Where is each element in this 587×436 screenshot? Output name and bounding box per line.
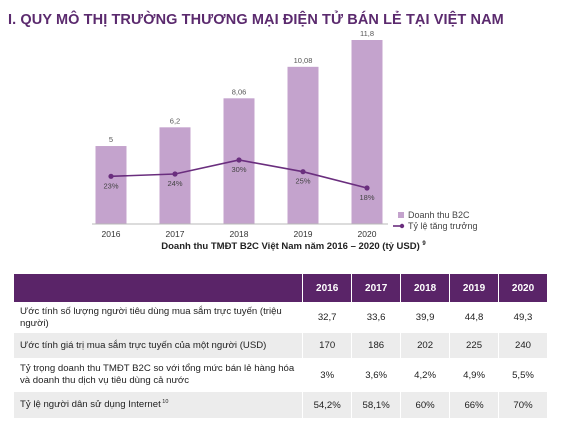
table-cell: 54,2% <box>302 392 352 418</box>
table-cell: 170 <box>302 333 352 358</box>
growth-rate-label: 25% <box>295 177 310 186</box>
x-tick-label: 2019 <box>294 229 313 239</box>
table-cell: 186 <box>351 333 401 358</box>
table-header-year: 2017 <box>351 274 401 302</box>
table-header-year: 2020 <box>498 274 547 302</box>
table-cell: 3,6% <box>351 358 401 392</box>
table-cell: 202 <box>400 333 450 358</box>
growth-rate-label: 30% <box>231 165 246 174</box>
bar-value-label: 6,2 <box>170 116 180 125</box>
growth-rate-label: 24% <box>167 179 182 188</box>
table-cell: 5,5% <box>498 358 547 392</box>
table-cell: 39,9 <box>400 302 450 333</box>
table-cell: 58,1% <box>351 392 401 418</box>
legend-line-marker <box>399 223 405 229</box>
chart-title: Doanh thu TMĐT B2C Việt Nam năm 2016 – 2… <box>0 241 587 252</box>
row-label: Ước tính số lượng người tiêu dùng mua sắ… <box>14 302 303 333</box>
bar-value-label: 11,8 <box>360 29 374 38</box>
table-cell: 4,9% <box>449 358 499 392</box>
table-header-year: 2016 <box>302 274 352 302</box>
revenue-chart: 5 6,2 8,06 10,08 11,8 23% 24% 30% 25% 18% 2016 20… <box>92 29 477 239</box>
table-header-year: 2019 <box>449 274 499 302</box>
growth-rate-label: 18% <box>359 193 374 202</box>
table-cell: 3% <box>302 358 352 392</box>
legend-line-label: Tỷ lệ tăng trưởng <box>408 221 477 231</box>
growth-rate-label: 23% <box>103 181 118 190</box>
table-row: Ước tính số lượng người tiêu dùng mua sắ… <box>14 302 547 333</box>
growth-rate-point <box>300 169 306 175</box>
chart-title-text: Doanh thu TMĐT B2C Việt Nam năm 2016 – 2… <box>161 241 420 253</box>
table-cell: 32,7 <box>302 302 352 333</box>
row-footnote: 10 <box>160 398 169 405</box>
table-cell: 44,8 <box>449 302 499 333</box>
table-cell: 225 <box>449 333 499 358</box>
table-cell: 240 <box>498 333 547 358</box>
x-tick-label: 2018 <box>230 229 249 239</box>
growth-rate-point <box>108 173 114 179</box>
market-stats-table: 2016 2017 2018 2019 2020 Ước tính số lượng n… <box>14 274 547 418</box>
legend-bar-label: Doanh thu B2C <box>408 210 470 220</box>
bar-value-label: 8,06 <box>232 87 247 96</box>
table-cell: 66% <box>449 392 499 418</box>
revenue-bar <box>351 40 383 224</box>
table-cell: 49,3 <box>498 302 547 333</box>
table-header-row: 2016 2017 2018 2019 2020 <box>14 274 547 302</box>
revenue-bar <box>95 146 127 224</box>
bar-value-label: 10,08 <box>294 56 313 65</box>
table-header-corner <box>14 274 303 302</box>
row-label: Tỷ trọng doanh thu TMĐT B2C so với tổng … <box>14 358 303 392</box>
growth-rate-point <box>236 157 242 163</box>
table-cell: 70% <box>498 392 547 418</box>
revenue-bar <box>287 66 319 224</box>
chart-title-footnote: 9 <box>422 241 426 247</box>
table-row: Tỷ trọng doanh thu TMĐT B2C so với tổng … <box>14 358 547 392</box>
row-label: Tỷ lệ người dân sử dụng Internet 10 <box>14 392 303 418</box>
legend-bar-swatch <box>398 212 404 218</box>
x-tick-label: 2016 <box>102 229 121 239</box>
table-row: Tỷ lệ người dân sử dụng Internet 10 54,2%… <box>14 392 547 418</box>
table-cell: 33,6 <box>351 302 401 333</box>
page-title: I. QUY MÔ THỊ TRƯỜNG THƯƠNG MẠI ĐIỆN TỬ … <box>8 12 504 28</box>
table-cell: 4,2% <box>400 358 450 392</box>
table-header-year: 2018 <box>400 274 450 302</box>
table-cell: 60% <box>400 392 450 418</box>
growth-rate-point <box>364 185 370 191</box>
table-row: Ước tính giá trị mua sắm trực tuyến của … <box>14 333 547 358</box>
x-tick-label: 2017 <box>166 229 185 239</box>
row-label: Ước tính giá trị mua sắm trực tuyến của … <box>14 333 303 358</box>
bar-value-label: 5 <box>109 135 113 144</box>
x-tick-label: 2020 <box>358 229 377 239</box>
growth-rate-point <box>172 171 178 177</box>
